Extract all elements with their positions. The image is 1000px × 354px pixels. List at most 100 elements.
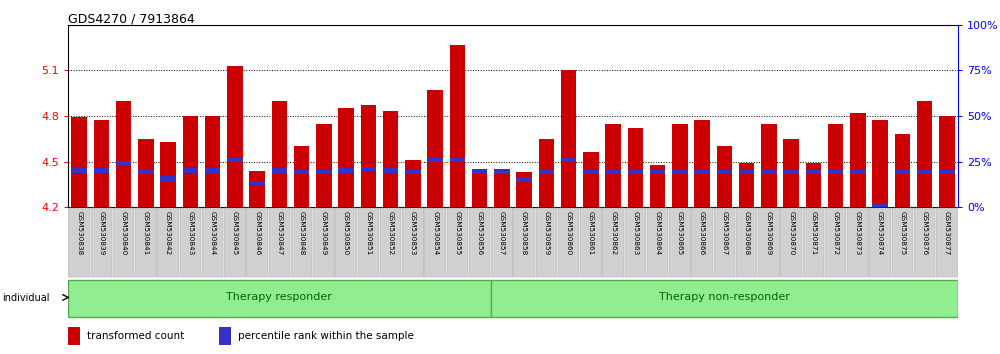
Text: GSM530838: GSM530838 (76, 211, 82, 256)
Bar (491, 280, 958, 316)
Text: GSM530844: GSM530844 (210, 211, 216, 256)
Bar (717, 170, 732, 175)
Bar (272, 101, 287, 207)
Bar (605, 170, 621, 175)
Text: percentile rank within the sample: percentile rank within the sample (238, 331, 414, 341)
Text: GDS4270 / 7913864: GDS4270 / 7913864 (68, 12, 195, 25)
Bar (806, 170, 821, 175)
Bar (227, 158, 243, 162)
Bar (872, 203, 888, 208)
Bar (71, 169, 87, 173)
Text: GSM530847: GSM530847 (276, 211, 282, 256)
Bar (583, 153, 599, 207)
Bar (914, 208, 935, 277)
Bar (450, 45, 465, 207)
Bar (183, 169, 198, 173)
Bar (736, 208, 757, 277)
Bar (494, 169, 510, 207)
Text: GSM530877: GSM530877 (944, 211, 950, 256)
Bar (68, 280, 491, 316)
Bar (405, 160, 421, 207)
Bar (183, 116, 198, 207)
Bar (469, 208, 490, 277)
Bar (313, 208, 335, 277)
Bar (291, 208, 312, 277)
Bar (895, 170, 910, 175)
Bar (895, 134, 910, 207)
Bar (761, 124, 777, 207)
Bar (536, 208, 557, 277)
Bar (91, 208, 112, 277)
Bar (205, 116, 220, 207)
Text: GSM530848: GSM530848 (299, 211, 305, 256)
Text: GSM530841: GSM530841 (143, 211, 149, 256)
Bar (160, 176, 176, 181)
Bar (71, 118, 87, 207)
Bar (116, 101, 131, 207)
Bar (335, 208, 357, 277)
Text: GSM530842: GSM530842 (165, 211, 171, 256)
Bar (672, 124, 688, 207)
Bar (402, 208, 424, 277)
Text: GSM530851: GSM530851 (365, 211, 371, 256)
Bar (68, 327, 80, 345)
Text: GSM530863: GSM530863 (632, 211, 638, 256)
Bar (160, 142, 176, 207)
Bar (803, 208, 824, 277)
Text: GSM530850: GSM530850 (343, 211, 349, 256)
Text: GSM530845: GSM530845 (232, 211, 238, 256)
Text: GSM530858: GSM530858 (521, 211, 527, 256)
Text: GSM530859: GSM530859 (543, 211, 549, 256)
Text: GSM530875: GSM530875 (899, 211, 905, 256)
Text: GSM530873: GSM530873 (855, 211, 861, 256)
Bar (138, 170, 154, 175)
Text: GSM530849: GSM530849 (321, 211, 327, 256)
Bar (850, 113, 866, 207)
Bar (116, 161, 131, 165)
Bar (561, 70, 576, 207)
Bar (272, 169, 287, 173)
Bar (625, 208, 646, 277)
Bar (294, 146, 309, 207)
Text: Therapy responder: Therapy responder (226, 292, 332, 302)
Bar (424, 208, 446, 277)
Text: GSM530862: GSM530862 (610, 211, 616, 256)
Text: Therapy non-responder: Therapy non-responder (659, 292, 790, 302)
Bar (516, 177, 532, 182)
Bar (628, 128, 643, 207)
Text: GSM530869: GSM530869 (766, 211, 772, 256)
Text: GSM530852: GSM530852 (388, 211, 394, 256)
Bar (714, 208, 735, 277)
Bar (227, 66, 243, 207)
Bar (472, 169, 487, 207)
Bar (157, 208, 179, 277)
Bar (917, 170, 932, 175)
Text: GSM530853: GSM530853 (410, 211, 416, 256)
Bar (68, 208, 90, 277)
Bar (205, 169, 220, 173)
Bar (758, 208, 780, 277)
Text: GSM530868: GSM530868 (744, 211, 750, 256)
Bar (405, 170, 421, 175)
Bar (691, 208, 713, 277)
Text: GSM530840: GSM530840 (121, 211, 127, 256)
Bar (936, 208, 958, 277)
Bar (869, 208, 891, 277)
Text: GSM530860: GSM530860 (566, 211, 572, 256)
Bar (94, 169, 109, 173)
Bar (135, 208, 157, 277)
Text: GSM530856: GSM530856 (477, 211, 483, 256)
Bar (380, 208, 401, 277)
Text: individual: individual (2, 293, 50, 303)
Bar (447, 208, 468, 277)
Bar (472, 170, 487, 175)
Bar (583, 170, 599, 175)
Bar (491, 208, 513, 277)
Bar (647, 208, 668, 277)
Bar (219, 327, 231, 345)
Text: GSM530870: GSM530870 (788, 211, 794, 256)
Bar (780, 208, 802, 277)
Bar (806, 163, 821, 207)
Bar (494, 170, 510, 175)
Bar (739, 170, 754, 175)
